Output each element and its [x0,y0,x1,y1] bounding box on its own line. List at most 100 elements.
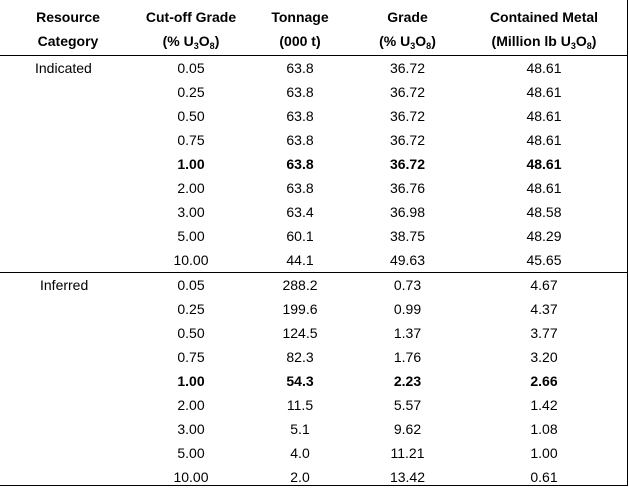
header-cutoff-paren: ) [215,33,220,49]
header-category-line1: Resource [0,5,136,29]
grade-cell: 36.76 [354,176,461,200]
category-cell: Inferred [0,273,136,298]
cutoff-cell: 0.50 [136,104,246,128]
metal-cell: 1.08 [461,417,627,441]
grade-cell: 38.75 [354,224,461,248]
header-grade-sub8: 8 [426,41,431,51]
category-cell [0,248,136,273]
metal-cell: 48.61 [461,80,627,104]
category-cell [0,152,136,176]
tonnage-cell: 5.1 [246,417,354,441]
category-cell [0,321,136,345]
header-metal-sub8: 8 [587,41,592,51]
grade-cell: 36.98 [354,200,461,224]
category-cell [0,465,136,489]
cutoff-cell: 0.50 [136,321,246,345]
category-cell [0,417,136,441]
header-cutoff-sub8: 8 [210,41,215,51]
header-metal-unit-o: O [576,33,587,49]
tonnage-cell: 63.8 [246,152,354,176]
metal-cell: 0.61 [461,465,627,489]
metal-cell: 3.20 [461,345,627,369]
grade-cell: 0.99 [354,297,461,321]
header-cutoff-line1: Cut-off Grade [136,5,246,29]
header-tonnage-line1: Tonnage [246,5,354,29]
grade-cell: 2.23 [354,369,461,393]
tonnage-cell: 63.8 [246,104,354,128]
category-cell [0,200,136,224]
tonnage-cell: 4.0 [246,441,354,465]
category-cell [0,176,136,200]
category-cell [0,369,136,393]
cutoff-cell: 0.25 [136,297,246,321]
grade-cell: 13.42 [354,465,461,489]
metal-cell: 48.29 [461,224,627,248]
metal-cell: 48.61 [461,128,627,152]
tonnage-cell: 2.0 [246,465,354,489]
category-cell: Indicated [0,56,136,81]
category-cell [0,393,136,417]
tonnage-cell: 63.8 [246,176,354,200]
tonnage-cell: 63.8 [246,128,354,152]
header-grade: Grade (% U3O8) [354,0,461,56]
cutoff-cell: 5.00 [136,441,246,465]
cutoff-cell: 0.75 [136,128,246,152]
metal-cell: 1.00 [461,441,627,465]
grade-cell: 9.62 [354,417,461,441]
tonnage-cell: 44.1 [246,248,354,273]
tonnage-cell: 124.5 [246,321,354,345]
header-metal-unit-a: (Million lb U [492,33,571,49]
cutoff-cell: 0.05 [136,273,246,298]
metal-cell: 1.42 [461,393,627,417]
header-metal-line2: (Million lb U3O8) [461,29,627,55]
header-cutoff-grade: Cut-off Grade (% U3O8) [136,0,246,56]
metal-cell: 48.61 [461,152,627,176]
metal-cell: 48.61 [461,176,627,200]
tonnage-cell: 54.3 [246,369,354,393]
grade-cell: 36.72 [354,80,461,104]
header-tonnage-line2: (000 t) [246,29,354,53]
header-metal-sub3: 3 [571,41,576,51]
cutoff-cell: 3.00 [136,417,246,441]
grade-cell: 1.37 [354,321,461,345]
header-grade-paren: ) [431,33,436,49]
header-grade-line1: Grade [354,5,461,29]
cutoff-cell: 5.00 [136,224,246,248]
cutoff-cell: 2.00 [136,393,246,417]
grade-cell: 36.72 [354,104,461,128]
tonnage-cell: 82.3 [246,345,354,369]
metal-cell: 48.58 [461,200,627,224]
metal-cell: 48.61 [461,104,627,128]
grade-cell: 36.72 [354,128,461,152]
header-grade-sub3: 3 [410,41,415,51]
header-metal-paren: ) [592,33,597,49]
header-row: Resource Category Cut-off Grade (% U3O8)… [0,0,627,56]
cutoff-cell: 0.05 [136,56,246,81]
metal-cell: 48.61 [461,56,627,81]
category-cell [0,224,136,248]
header-cutoff-line2: (% U3O8) [136,29,246,55]
cutoff-cell: 1.00 [136,152,246,176]
tonnage-cell: 199.6 [246,297,354,321]
metal-cell: 4.67 [461,273,627,298]
header-cutoff-sub3: 3 [194,41,199,51]
metal-cell: 2.66 [461,369,627,393]
grade-cell: 36.72 [354,56,461,81]
metal-cell: 4.37 [461,297,627,321]
header-metal-line1: Contained Metal [461,5,627,29]
cutoff-cell: 10.00 [136,248,246,273]
category-cell [0,345,136,369]
